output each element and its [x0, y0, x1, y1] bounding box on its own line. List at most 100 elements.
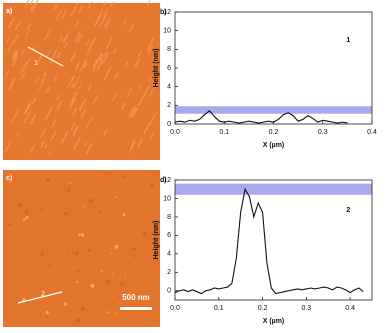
- grain: [106, 311, 109, 314]
- panel-label: d): [160, 177, 167, 184]
- streak: [85, 116, 93, 130]
- grain: [134, 257, 137, 260]
- grain: [75, 251, 79, 255]
- streak: [146, 37, 155, 51]
- grain: [64, 212, 68, 216]
- grain: [69, 182, 72, 184]
- streak: [121, 102, 126, 110]
- y-tick-label: 4: [167, 251, 171, 258]
- streak: [93, 15, 101, 27]
- streak: [142, 85, 150, 99]
- streak: [7, 16, 15, 29]
- grain: [25, 215, 29, 220]
- streak: [137, 49, 143, 57]
- afm-image-a: [3, 3, 160, 160]
- streak: [6, 36, 11, 43]
- streak: [114, 72, 119, 80]
- x-tick-label: 0.4: [367, 129, 377, 136]
- streak: [129, 105, 137, 118]
- streak: [77, 34, 83, 43]
- streak: [72, 125, 80, 137]
- grain: [105, 279, 110, 284]
- streak: [70, 51, 77, 63]
- streak: [5, 141, 12, 153]
- streak: [24, 103, 31, 115]
- streak: [72, 74, 81, 89]
- grain: [115, 196, 117, 198]
- streak: [40, 73, 47, 84]
- grain: [147, 285, 150, 288]
- streak: [131, 107, 138, 119]
- y-tick-label: 4: [167, 84, 171, 91]
- profile-annotation: 2: [346, 207, 350, 214]
- y-tick-label: 6: [167, 232, 171, 239]
- streak: [126, 87, 133, 98]
- streak: [146, 0, 151, 6]
- grain: [67, 253, 70, 256]
- streak: [16, 132, 20, 138]
- afm-image-c: [3, 170, 160, 327]
- streak: [11, 55, 19, 68]
- grain: [22, 297, 26, 302]
- streak: [85, 142, 93, 154]
- grain: [45, 315, 49, 319]
- grain: [63, 302, 68, 306]
- streak: [73, 19, 80, 29]
- streak: [29, 114, 37, 125]
- streak: [7, 41, 14, 52]
- streak: [14, 23, 19, 30]
- grain: [151, 319, 154, 322]
- streak: [55, 9, 62, 21]
- grain: [76, 270, 79, 273]
- streak: [67, 76, 74, 88]
- streak: [103, 17, 110, 29]
- grain: [98, 193, 100, 196]
- streak: [30, 144, 36, 154]
- streak: [45, 87, 50, 94]
- profile-line: [27, 46, 64, 67]
- grain: [120, 281, 124, 286]
- streak: [60, 131, 69, 144]
- y-tick-label: 8: [167, 46, 171, 53]
- streak: [91, 65, 97, 72]
- x-tick-label: 0.2: [258, 305, 268, 312]
- grain: [87, 248, 91, 253]
- grain: [78, 233, 81, 236]
- streak: [73, 136, 81, 151]
- streak: [8, 78, 16, 90]
- x-axis-label: X (µm): [263, 142, 285, 149]
- streak: [20, 61, 27, 74]
- highlight-band: [175, 106, 372, 114]
- streak: [143, 122, 151, 135]
- y-tick-label: 10: [163, 195, 171, 202]
- streak: [50, 130, 57, 142]
- grain: [22, 218, 26, 221]
- profile-line: [17, 291, 63, 304]
- x-tick-label: 0.2: [269, 129, 279, 136]
- streak: [44, 144, 48, 149]
- scale-bar: [120, 307, 152, 310]
- plot-frame: [174, 179, 373, 301]
- x-tick-label: 0.1: [219, 129, 229, 136]
- grain: [123, 175, 127, 178]
- grain: [101, 313, 104, 315]
- profile-label: 1: [34, 60, 38, 67]
- streak: [83, 141, 88, 147]
- streak: [96, 57, 100, 63]
- streak: [137, 97, 144, 107]
- x-tick-label: 0.3: [301, 305, 311, 312]
- profile-label: 2: [41, 291, 45, 298]
- streak: [56, 52, 62, 58]
- profile-curve: [174, 187, 364, 295]
- streak: [44, 28, 51, 41]
- streak: [137, 138, 143, 148]
- streak: [79, 108, 87, 120]
- grain: [105, 172, 108, 175]
- grain: [69, 310, 72, 312]
- streak: [53, 76, 58, 82]
- x-tick-label: 0.0: [170, 305, 180, 312]
- streak: [102, 1, 106, 7]
- streak: [78, 83, 82, 90]
- streak: [30, 0, 39, 13]
- grain: [115, 312, 117, 314]
